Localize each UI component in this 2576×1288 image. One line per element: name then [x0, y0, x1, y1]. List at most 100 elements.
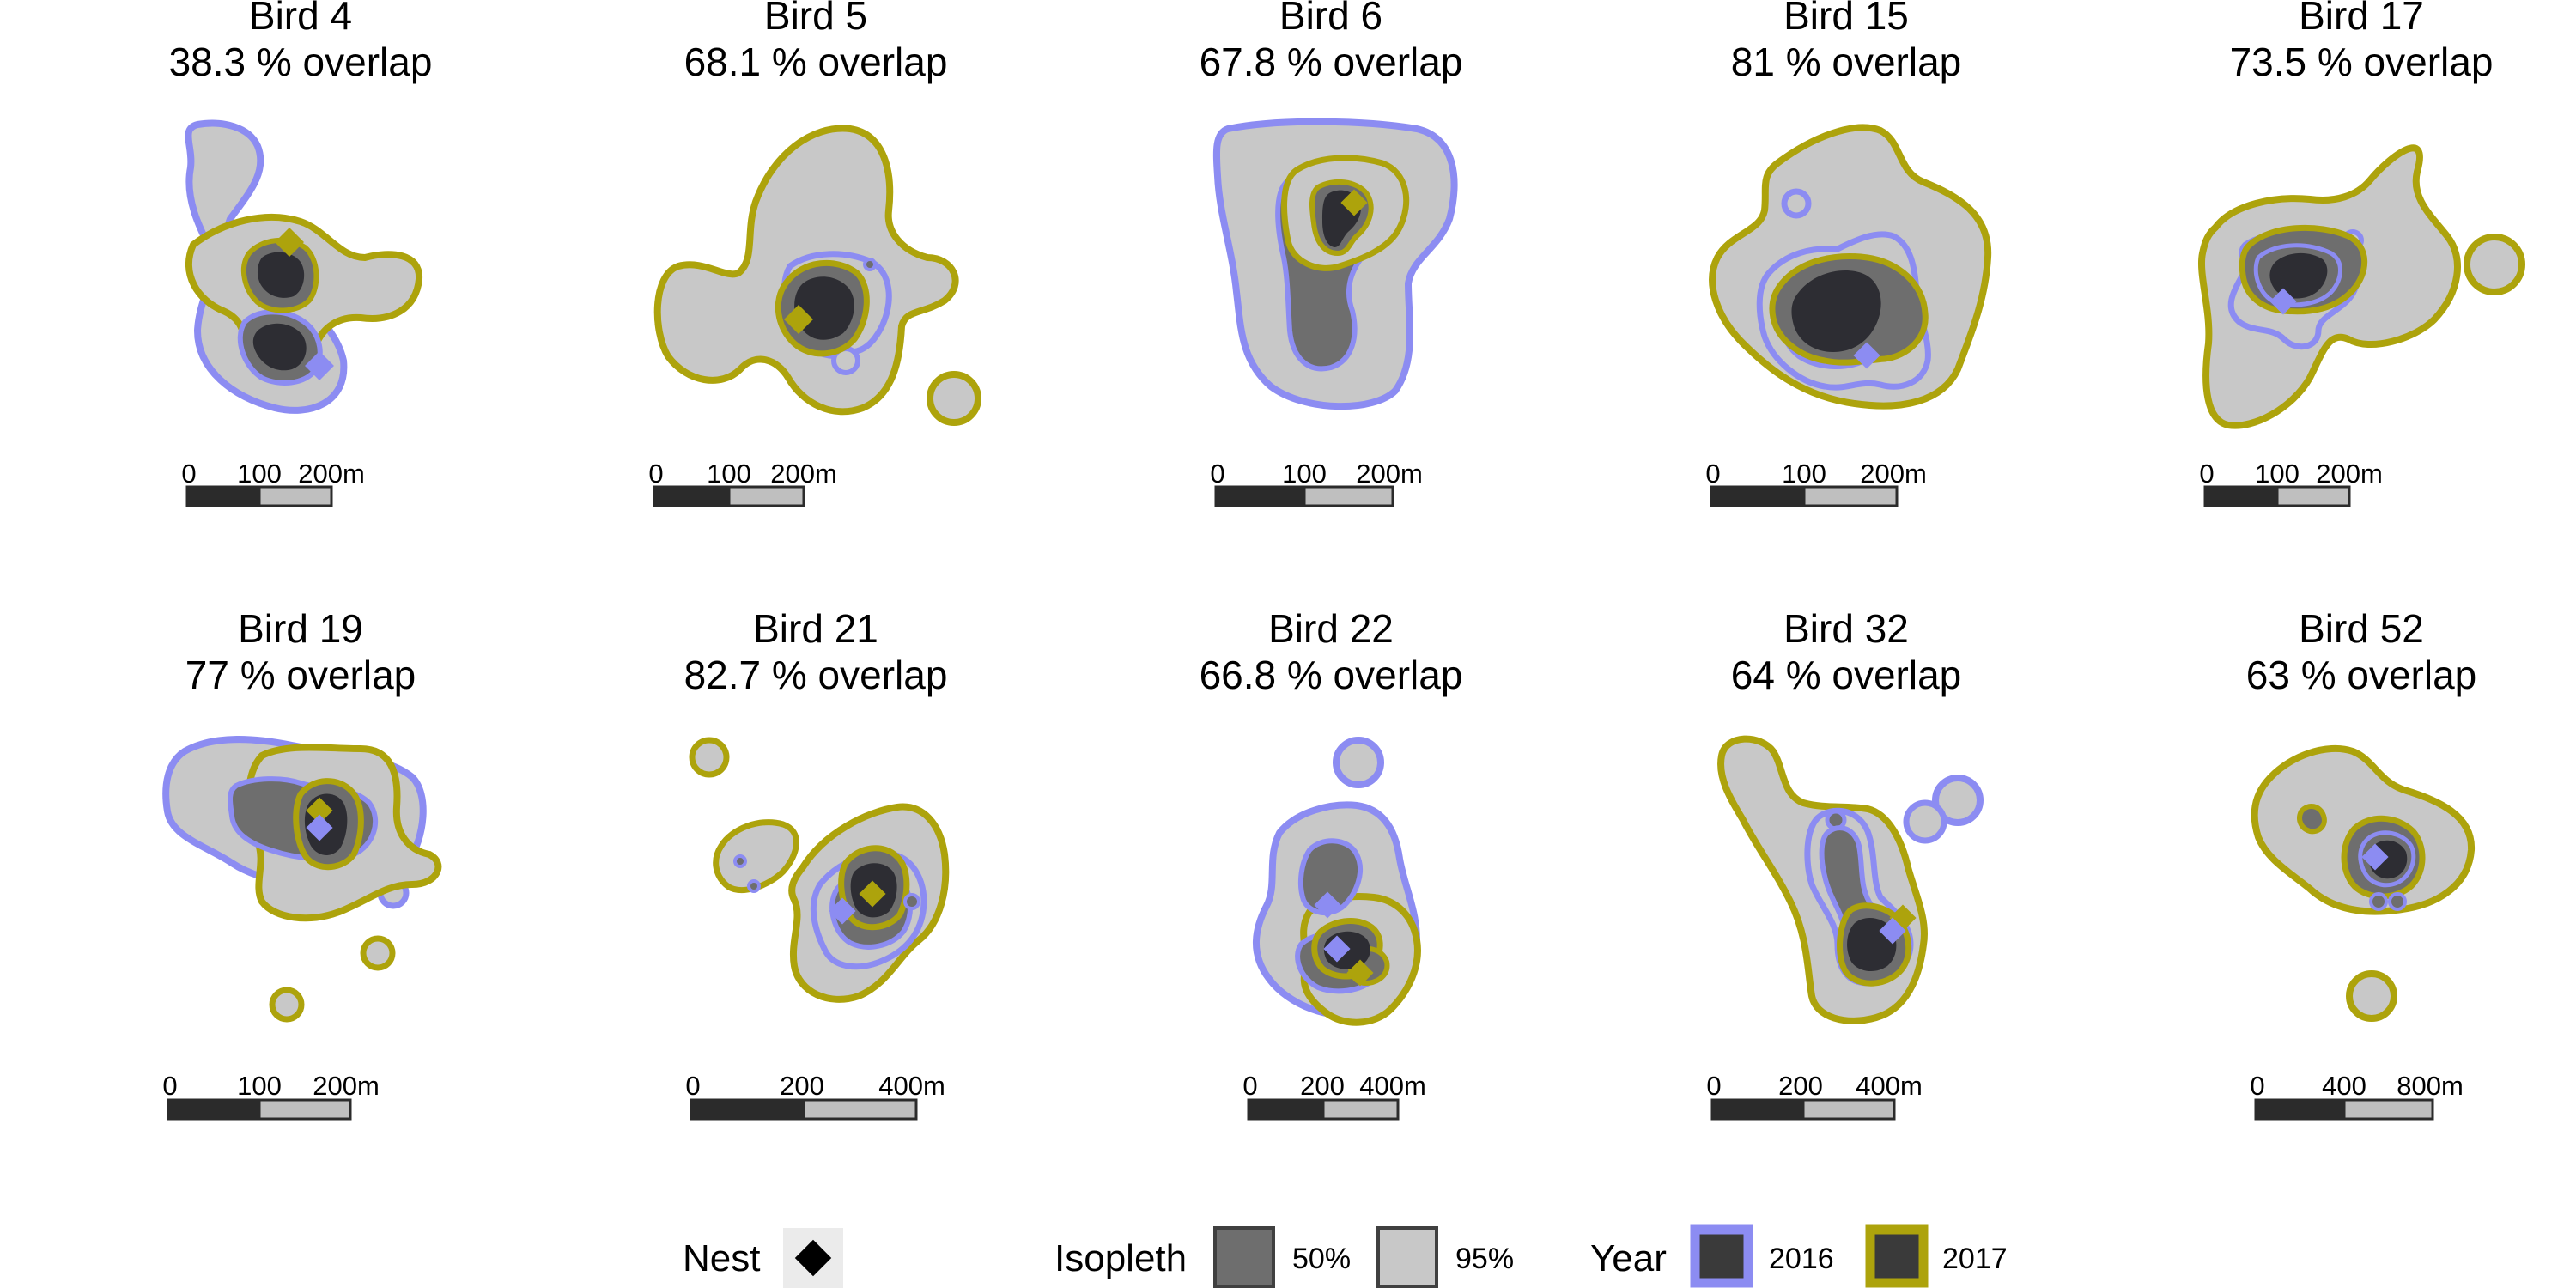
- scalebar-label: 0: [1242, 1071, 1257, 1101]
- panel-title: Bird 32: [1783, 606, 1909, 651]
- range-2017-95-patch: [360, 935, 396, 971]
- panel-title: Bird 17: [2299, 0, 2424, 38]
- panel-bird-17: Bird 17 73.5 % overlap 0 100 200m: [2198, 0, 2525, 507]
- legend: Nest Isopleth 50% 95% Year 2016 2017: [683, 1224, 2008, 1288]
- scalebar-light: [1321, 1098, 1400, 1121]
- legend-year-2017-label: 2017: [1942, 1242, 2008, 1275]
- scalebar-dark: [653, 485, 731, 507]
- scalebar-label: 200: [780, 1071, 824, 1101]
- scalebar-label: 100: [1282, 459, 1327, 489]
- scalebar-label: 0: [1210, 459, 1224, 489]
- legend-isopleth-title: Isopleth: [1054, 1237, 1187, 1279]
- range-2017-95-patch: [269, 987, 305, 1023]
- panel-overlap-label: 66.8 % overlap: [1200, 653, 1463, 697]
- scalebar-label: 800m: [2397, 1071, 2464, 1101]
- scalebar-label: 200: [1778, 1071, 1823, 1101]
- range-2017-50: [2297, 804, 2327, 835]
- range-2017-95-patch: [689, 737, 730, 778]
- scalebar-dark: [185, 485, 261, 507]
- scalebar-label: 200m: [770, 459, 837, 489]
- legend-year-2016-label: 2016: [1769, 1242, 1834, 1275]
- scalebar-dark: [1710, 1098, 1805, 1121]
- scalebar-dark: [2254, 1098, 2346, 1121]
- legend-isopleth-95-swatch: [1376, 1226, 1438, 1288]
- range-2016-95-patch: [2369, 892, 2388, 911]
- scalebar-label: 200m: [1356, 459, 1423, 489]
- legend-isopleth-50-swatch: [1213, 1226, 1275, 1288]
- legend-year-2016-swatch: [1690, 1224, 1753, 1288]
- scalebar-light: [258, 1098, 352, 1121]
- scalebar-label: 0: [2199, 459, 2214, 489]
- scalebar-label: 200m: [2316, 459, 2383, 489]
- nest-2016-marker: [1853, 342, 1880, 369]
- scalebar-label: 100: [2255, 459, 2300, 489]
- nest-2016-marker: [1323, 935, 1351, 963]
- panel-bird-52: Bird 52 63 % overlap 0 400 800m: [2246, 606, 2476, 1121]
- panel-overlap-label: 64 % overlap: [1731, 653, 1962, 697]
- scalebar-label: 0: [181, 459, 196, 489]
- panel-bird-4: Bird 4 38.3 % overlap 0 100 200m: [169, 0, 433, 507]
- panel-bird-32: Bird 32 64 % overlap 0 200 400m: [1706, 606, 1984, 1121]
- scalebar-light: [1303, 485, 1394, 507]
- scalebar-label: 400m: [1359, 1071, 1426, 1101]
- range-2017-95-patch: [2464, 234, 2525, 295]
- panel-overlap-label: 73.5 % overlap: [2230, 39, 2494, 84]
- scalebar-label: 0: [1706, 1071, 1721, 1101]
- scalebar-dark: [690, 1098, 805, 1121]
- panel-overlap-label: 68.1 % overlap: [684, 39, 948, 84]
- scalebar-light: [258, 485, 333, 507]
- core-overlap: [257, 252, 305, 298]
- scalebar-label: 400: [2322, 1071, 2366, 1101]
- nest-2016-marker: [306, 814, 333, 841]
- range-2016-95-patch: [1932, 775, 1984, 826]
- scalebar-label: 0: [685, 1071, 700, 1101]
- panel-title: Bird 19: [238, 606, 363, 651]
- range-2016-95-patch: [747, 879, 761, 893]
- legend-isopleth-95-label: 95%: [1455, 1242, 1514, 1275]
- scalebar-light: [1801, 1098, 1896, 1121]
- range-2016-95-patch: [733, 854, 747, 868]
- scalebar-label: 0: [2250, 1071, 2264, 1101]
- panel-title: Bird 21: [753, 606, 878, 651]
- panel-overlap-label: 67.8 % overlap: [1200, 39, 1463, 84]
- panel-overlap-label: 38.3 % overlap: [169, 39, 433, 84]
- legend-isopleth-50-label: 50%: [1292, 1242, 1351, 1275]
- scalebar-light: [2342, 1098, 2434, 1121]
- panel-title: Bird 5: [764, 0, 867, 38]
- scalebar-label: 200m: [1860, 459, 1927, 489]
- panel-bird-15: Bird 15 81 % overlap 0 100 200m: [1705, 0, 1992, 507]
- scalebar-dark: [1247, 1098, 1325, 1121]
- scalebar-label: 0: [1705, 459, 1720, 489]
- legend-nest-title: Nest: [683, 1237, 760, 1279]
- range-2016-95-patch: [1781, 188, 1812, 219]
- scalebar-label: 100: [1782, 459, 1826, 489]
- range-2016-95-patch: [1333, 737, 1384, 788]
- legend-nest-icon: [794, 1239, 832, 1277]
- core-overlap: [794, 276, 854, 340]
- scalebar-dark: [1710, 485, 1806, 507]
- core-overlap: [252, 323, 307, 371]
- panel-title: Bird 15: [1783, 0, 1909, 38]
- scalebar-dark: [1214, 485, 1306, 507]
- panel-bird-5: Bird 5 68.1 % overlap 0 100 200m: [648, 0, 981, 507]
- scalebar-label: 100: [707, 459, 751, 489]
- scalebar-light: [802, 1098, 918, 1121]
- scalebar-label: 100: [237, 1071, 282, 1101]
- range-2017-95: [713, 819, 799, 894]
- core-overlap: [1791, 270, 1881, 352]
- scalebar-label: 100: [237, 459, 282, 489]
- panel-title: Bird 52: [2299, 606, 2424, 651]
- range-2016-95-patch: [863, 258, 877, 271]
- range-2016-95-patch: [1903, 799, 1947, 844]
- scalebar-label: 0: [648, 459, 663, 489]
- scalebar-light: [2275, 485, 2351, 507]
- range-2017-95-patch: [2346, 970, 2397, 1022]
- nest-2016-marker: [305, 351, 334, 380]
- core-overlap: [2269, 252, 2328, 299]
- panel-bird-19: Bird 19 77 % overlap 0 100 200m: [162, 606, 442, 1121]
- nest-2017-marker: [275, 228, 304, 257]
- legend-year-title: Year: [1590, 1237, 1667, 1279]
- panel-overlap-label: 82.7 % overlap: [684, 653, 948, 697]
- scalebar-dark: [2203, 485, 2279, 507]
